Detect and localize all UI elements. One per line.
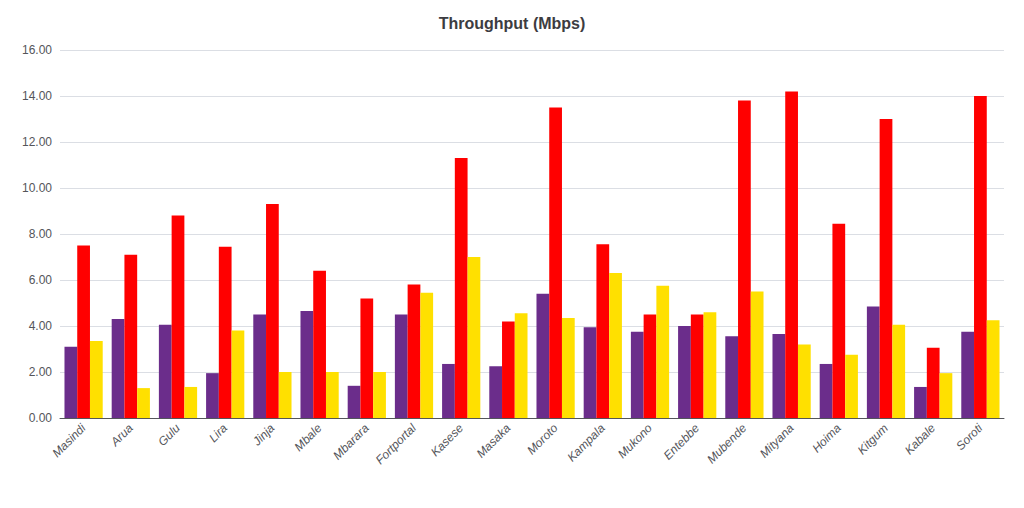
svg-text:Entebbe: Entebbe: [661, 421, 703, 463]
svg-text:Mityana: Mityana: [757, 421, 797, 461]
svg-text:Masindi: Masindi: [49, 421, 88, 460]
svg-text:Gulu: Gulu: [155, 421, 183, 449]
svg-text:Soroti: Soroti: [953, 421, 985, 453]
svg-text:Mukono: Mukono: [615, 421, 655, 461]
svg-text:16.00: 16.00: [22, 43, 52, 57]
svg-text:4.00: 4.00: [29, 319, 53, 333]
svg-text:Kitgum: Kitgum: [855, 421, 891, 457]
svg-text:Masaka: Masaka: [474, 421, 514, 461]
svg-text:Arua: Arua: [107, 421, 136, 450]
svg-text:Jinja: Jinja: [249, 421, 277, 449]
svg-text:Kabale: Kabale: [902, 421, 939, 458]
svg-text:12.00: 12.00: [22, 135, 52, 149]
svg-text:Mbarara: Mbarara: [330, 421, 372, 463]
svg-text:2.00: 2.00: [29, 365, 53, 379]
svg-text:Fortportal: Fortportal: [373, 421, 419, 467]
svg-text:14.00: 14.00: [22, 89, 52, 103]
svg-text:Moroto: Moroto: [524, 421, 561, 458]
svg-text:6.00: 6.00: [29, 273, 53, 287]
svg-text:8.00: 8.00: [29, 227, 53, 241]
svg-text:10.00: 10.00: [22, 181, 52, 195]
svg-text:Throughput (Mbps): Throughput (Mbps): [439, 15, 586, 32]
svg-text:Lira: Lira: [206, 421, 230, 445]
svg-text:Hoima: Hoima: [809, 421, 844, 456]
svg-text:Kasese: Kasese: [428, 421, 466, 459]
svg-text:0.00: 0.00: [29, 411, 53, 425]
svg-text:Mubende: Mubende: [704, 421, 749, 466]
svg-text:Mbale: Mbale: [292, 421, 325, 454]
svg-text:Kampala: Kampala: [564, 421, 608, 465]
